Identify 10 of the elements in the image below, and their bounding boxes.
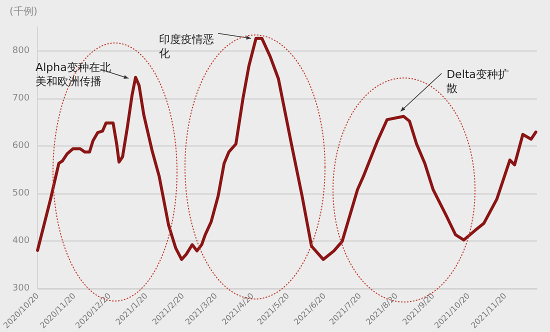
y-tick-label: 400: [12, 236, 30, 246]
y-tick-label: 300: [12, 283, 30, 294]
y-tick-label: 800: [12, 46, 30, 56]
y-tick-label: 700: [12, 93, 30, 104]
y-axis-title: (千例): [10, 6, 38, 18]
annotation: Alpha变种在北美和欧洲传播: [36, 61, 112, 90]
annotation: Delta变种扩散: [446, 68, 510, 96]
annotation: 印度疫情恶化: [158, 33, 215, 62]
y-tick-label: 600: [12, 140, 30, 151]
y-tick-label: 500: [12, 188, 30, 198]
